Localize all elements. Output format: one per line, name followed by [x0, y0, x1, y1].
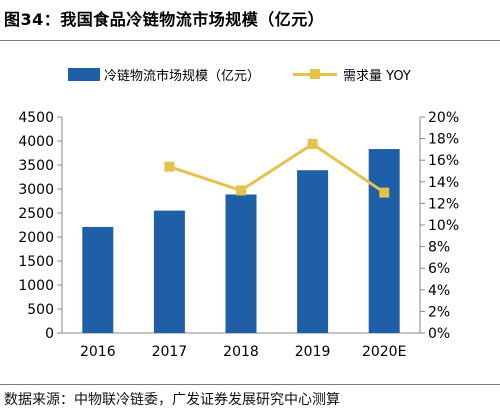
right-tick-label: 8%	[428, 240, 450, 256]
right-tick-label: 14%	[428, 175, 459, 191]
source-note: 数据来源：中物联冷链委，广发证券发展研究中心测算	[4, 392, 340, 408]
x-tick-label: 2016	[80, 344, 116, 360]
yoy-point	[307, 139, 318, 149]
chart: 冷链物流市场规模（亿元） 需求量 YOY 0 500 1000 1500 2000 250…	[18, 68, 459, 360]
left-tick-label: 500	[27, 302, 54, 318]
x-tick-label: 2019	[295, 344, 331, 360]
legend-line-marker	[310, 69, 320, 79]
right-tick-label: 12%	[428, 196, 459, 212]
left-tick-label: 1000	[18, 278, 54, 294]
left-tick-label: 2500	[18, 206, 54, 222]
axes: 0 500 1000 1500 2000 2500 3000 3500 4000 4500 0% 2%…	[18, 110, 459, 360]
bars	[82, 149, 400, 333]
yoy-point	[236, 185, 246, 196]
right-tick-label: 10%	[428, 218, 459, 234]
left-tick-label: 4500	[18, 110, 54, 126]
right-tick-label: 16%	[428, 153, 459, 169]
legend: 冷链物流市场规模（亿元） 需求量 YOY	[68, 68, 411, 84]
yoy-point	[379, 187, 390, 198]
right-tick-label: 2%	[428, 304, 450, 320]
bar	[82, 226, 114, 333]
bar	[297, 170, 329, 333]
yoy-line	[164, 139, 390, 198]
left-tick-label: 2000	[18, 230, 54, 246]
legend-line-label: 需求量 YOY	[343, 69, 411, 84]
left-tick-label: 3000	[18, 182, 54, 198]
bar	[368, 149, 400, 333]
right-tick-label: 20%	[428, 110, 459, 126]
right-tick-label: 0%	[428, 326, 450, 342]
left-tick-label: 1500	[18, 254, 54, 270]
left-tick-label: 3500	[18, 158, 54, 174]
right-tick-label: 6%	[428, 261, 450, 277]
title-divider	[0, 40, 500, 41]
left-tick-label: 4000	[18, 134, 54, 150]
source-divider	[0, 384, 500, 385]
legend-bar-label: 冷链物流市场规模（亿元）	[104, 68, 260, 84]
right-tick-label: 18%	[428, 132, 459, 148]
chart-title: 图34：我国食品冷链物流市场规模（亿元）	[4, 10, 325, 29]
yoy-point	[164, 161, 175, 172]
bar	[153, 210, 185, 333]
legend-bar-swatch	[68, 68, 100, 81]
bar	[225, 194, 257, 333]
right-tick-label: 4%	[428, 283, 450, 299]
left-tick-label: 0	[45, 326, 54, 342]
yoy-series-line	[168, 142, 386, 194]
x-tick-label: 2020E	[362, 344, 406, 360]
x-tick-label: 2017	[152, 344, 188, 360]
x-tick-label: 2018	[223, 344, 259, 360]
